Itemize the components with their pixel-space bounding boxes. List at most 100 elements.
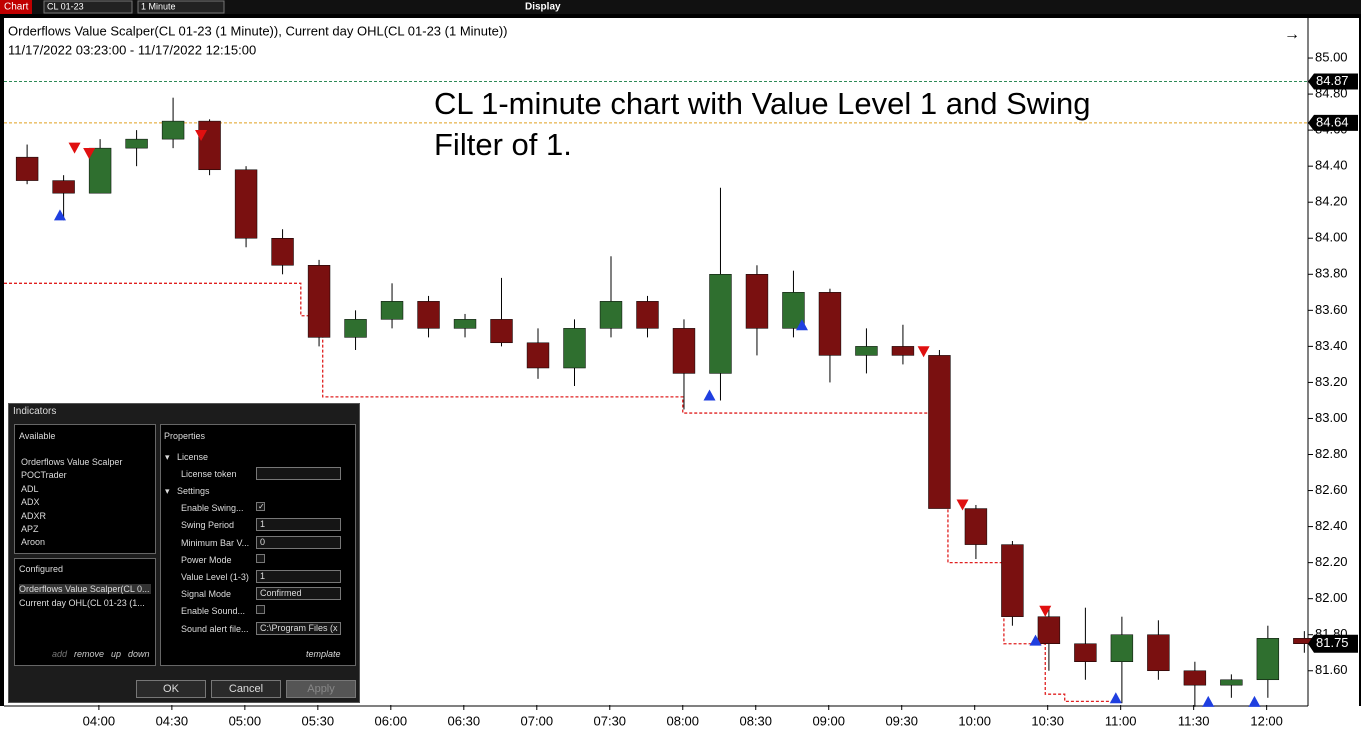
candle-body	[563, 328, 586, 369]
candle-body	[745, 274, 769, 329]
property-input[interactable]	[256, 467, 341, 480]
group-name: Settings	[177, 486, 210, 497]
dialog-button[interactable]: Cancel	[211, 680, 281, 698]
candle-body	[161, 120, 185, 140]
buy-signal	[1202, 695, 1215, 707]
candle-body	[1147, 634, 1170, 672]
available-panel	[14, 424, 156, 554]
annotation: CL 1-minute chart with Value Level 1 and…	[434, 86, 1091, 121]
price-tag	[1308, 114, 1358, 131]
property-input[interactable]: 1	[256, 518, 341, 532]
candle-body	[307, 265, 331, 338]
annotation: Filter of 1.	[434, 127, 572, 162]
price-tag-label: 84.87	[1316, 73, 1349, 88]
property-input[interactable]: C:\Program Files (x	[256, 621, 341, 635]
available-item[interactable]: Orderflows Value Scalper	[21, 457, 123, 467]
candle-body	[599, 301, 623, 329]
candle-body	[928, 355, 951, 509]
action-link[interactable]: up	[111, 649, 122, 659]
candle-body	[964, 508, 988, 545]
x-tick-label: 04:30	[156, 713, 189, 728]
x-tick-label: 08:00	[666, 713, 699, 728]
available-item[interactable]: ADL	[21, 483, 39, 494]
y-tick-label: 83.20	[1315, 374, 1348, 389]
available-item[interactable]: ADX	[21, 497, 40, 508]
x-tick-label: 11:00	[1105, 713, 1137, 728]
action-link[interactable]: add	[52, 649, 68, 659]
candle-body	[234, 169, 258, 239]
property-label: Swing Period	[181, 520, 235, 531]
y-tick-label: 82.00	[1315, 590, 1348, 605]
configured-item[interactable]: Current day OHL(CL 01-23 (1...	[19, 598, 145, 608]
candle-body	[1183, 670, 1207, 686]
y-tick-label: 82.20	[1315, 554, 1348, 569]
candle-body	[344, 319, 367, 338]
property-label: Enable Sound...	[181, 606, 246, 617]
y-tick-label: 81.60	[1315, 662, 1348, 677]
dialog-title: Indicators	[13, 406, 57, 417]
interval-select[interactable]	[137, 0, 225, 14]
available-item[interactable]: Aroon	[21, 537, 46, 548]
configured-label: Configured	[19, 564, 64, 574]
property-label: Signal Mode	[181, 589, 232, 600]
candle-body	[380, 301, 404, 320]
last-price-tag	[1308, 634, 1358, 653]
x-tick-label: 07:00	[521, 713, 554, 728]
action-link[interactable]: remove	[74, 649, 105, 659]
x-tick-label: 05:00	[229, 713, 262, 728]
checkbox[interactable]: ✓	[256, 502, 265, 512]
available-label: Available	[19, 431, 56, 441]
sell-signal	[68, 142, 81, 154]
checkbox[interactable]	[256, 605, 265, 615]
candle-body	[1074, 643, 1097, 662]
y-tick-label: 83.00	[1315, 410, 1348, 425]
candle-body	[1037, 616, 1061, 644]
configured-item[interactable]: Orderflows Value Scalper(CL 0...	[19, 584, 151, 594]
checkbox[interactable]	[256, 553, 265, 563]
sell-signal	[195, 130, 208, 142]
x-tick-label: 10:00	[958, 713, 991, 728]
buy-signal	[795, 319, 808, 331]
candle-body	[818, 292, 842, 356]
dialog-button[interactable]: Apply	[286, 680, 356, 698]
available-item[interactable]: APZ	[21, 524, 39, 534]
candle-body	[52, 180, 75, 194]
properties-label: Properties	[164, 431, 206, 441]
buy-signal	[703, 389, 716, 401]
property-input[interactable]: 0	[256, 535, 341, 549]
buy-signal	[1248, 695, 1261, 707]
candle-body	[855, 346, 878, 356]
x-tick-label: 09:30	[885, 713, 918, 728]
interval[interactable]: 1 Minute	[141, 1, 176, 11]
property-label: License token	[181, 469, 237, 479]
x-tick-label: 12:00	[1250, 713, 1283, 728]
y-tick-label: 85.00	[1315, 49, 1348, 64]
arrow-icon[interactable]: →	[1284, 26, 1300, 43]
available-item[interactable]: ADXR	[21, 510, 47, 521]
candle-body	[1220, 679, 1243, 686]
x-tick-label: 11:30	[1178, 713, 1210, 728]
group-header: ▾	[165, 486, 170, 497]
dialog-button[interactable]: OK	[136, 680, 206, 698]
candle-body	[490, 319, 513, 344]
property-label: Enable Swing...	[181, 503, 244, 514]
instrument[interactable]: CL 01-23	[47, 1, 84, 11]
price-tag-label: 84.64	[1316, 114, 1349, 129]
app-tab	[0, 0, 32, 14]
property-label: Value Level (1-3)	[181, 572, 249, 582]
last-price-label: 81.75	[1316, 635, 1349, 650]
action-link[interactable]: down	[128, 649, 150, 659]
template-link[interactable]: template	[306, 649, 341, 659]
candle-body	[1256, 638, 1280, 681]
property-input[interactable]: Confirmed	[256, 587, 341, 601]
candle-body	[672, 328, 696, 374]
sell-signal	[917, 346, 930, 358]
app-name: Chart	[4, 2, 29, 13]
price-tag	[1308, 73, 1358, 90]
available-item[interactable]: POCTrader	[21, 470, 67, 481]
property-input[interactable]: 1	[256, 570, 341, 583]
y-tick-label: 84.00	[1315, 230, 1348, 245]
instrument-select[interactable]	[43, 0, 133, 14]
sell-signal	[83, 148, 96, 160]
